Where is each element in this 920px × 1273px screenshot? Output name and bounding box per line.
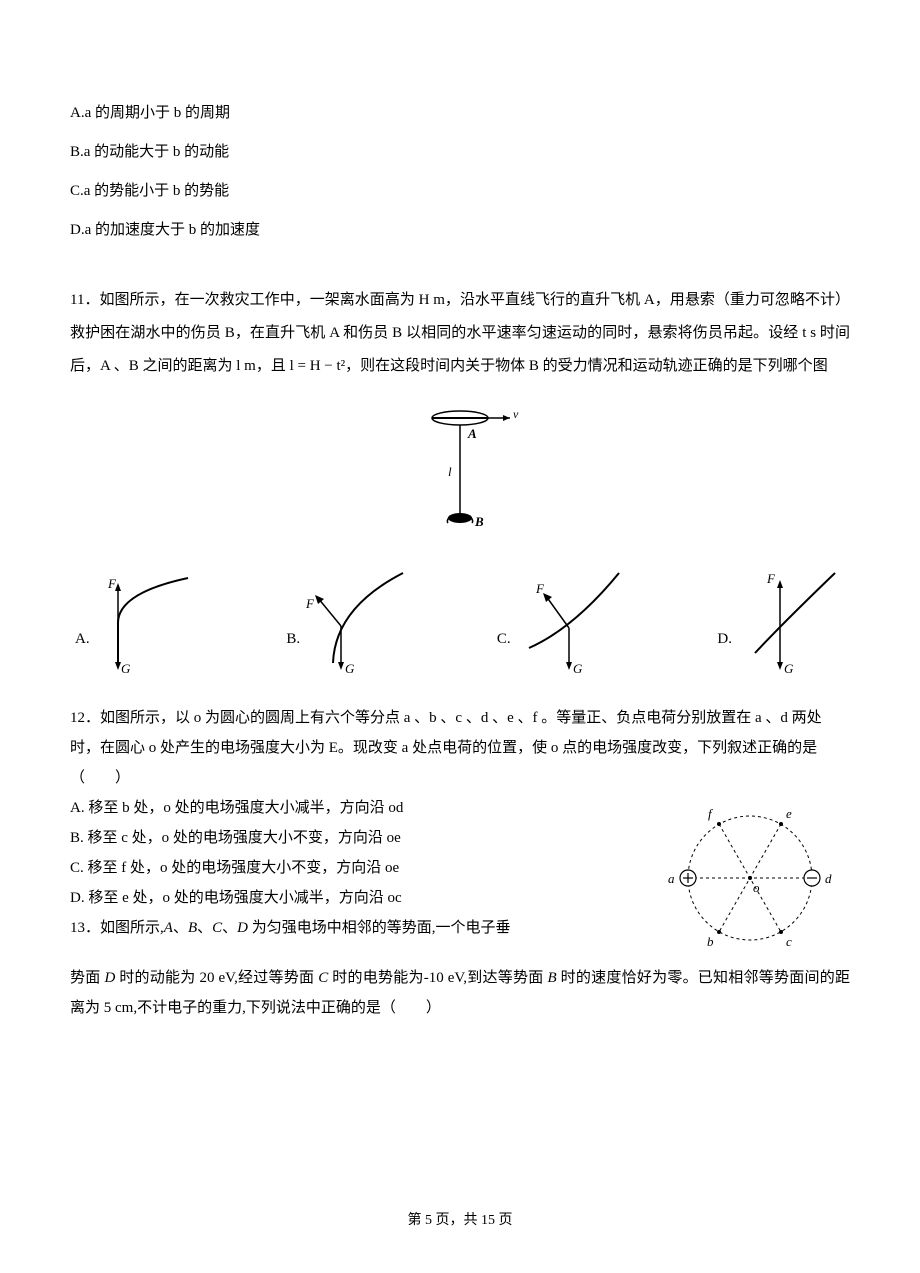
q11-option-b-cell: B. F G — [286, 568, 413, 678]
q11-opt-b-label: B. — [286, 626, 300, 678]
f-label: F — [305, 596, 315, 611]
c-label: c — [786, 934, 792, 949]
q10-option-d: D.a 的加速度大于 b 的加速度 — [70, 217, 850, 244]
q12-opt-b: B. 移至 c 处，o 处的电场强度大小不变，方向沿 oe — [70, 823, 630, 853]
q11-helicopter-figure: v A l B — [70, 398, 850, 548]
d-label: d — [825, 871, 832, 886]
heli-l-label: l — [448, 464, 452, 479]
g-label: G — [345, 661, 355, 676]
g-label: G — [784, 661, 794, 676]
v-label: v — [513, 407, 519, 421]
q12-opt-c: C. 移至 f 处，o 处的电场强度大小不变，方向沿 oe — [70, 853, 630, 883]
f-label: F — [107, 576, 117, 591]
q10-option-b: B.a 的动能大于 b 的动能 — [70, 139, 850, 166]
q11-options-row: A. F G B. F — [70, 568, 850, 678]
q10-option-c: C.a 的势能小于 b 的势能 — [70, 178, 850, 205]
q10-option-a: A.a 的周期小于 b 的周期 — [70, 100, 850, 127]
q12-circle-svg: o a d f e b c — [650, 793, 850, 963]
q11-opt-b-svg: F G — [303, 568, 413, 678]
q11-opt-a-label: A. — [75, 626, 90, 678]
q12-text: 12．如图所示，以 o 为圆心的圆周上有六个等分点 a 、b 、c 、d 、e … — [70, 703, 850, 793]
q11-option-d-cell: D. F G — [717, 568, 845, 678]
q11-text: 11．如图所示，在一次救灾工作中，一架离水面高为 H m，沿水平直线飞行的直升飞… — [70, 284, 850, 383]
q11-option-c-cell: C. F G — [497, 568, 634, 678]
q12-left: A. 移至 b 处，o 处的电场强度大小减半，方向沿 od B. 移至 c 处，… — [70, 793, 630, 963]
q12-opt-a: A. 移至 b 处，o 处的电场强度大小减半，方向沿 od — [70, 793, 630, 823]
helicopter-svg: v A l B — [390, 398, 530, 538]
page-footer: 第 5 页，共 15 页 — [0, 1208, 920, 1233]
heli-a-label: A — [467, 426, 477, 441]
q11-opt-c-label: C. — [497, 626, 511, 678]
q11-opt-d-svg: F G — [735, 568, 845, 678]
q12-diagram: o a d f e b c — [650, 793, 850, 963]
q12-body: A. 移至 b 处，o 处的电场强度大小减半，方向沿 od B. 移至 c 处，… — [70, 793, 850, 963]
q11-opt-c-svg: F G — [514, 568, 634, 678]
f-label: F — [766, 571, 776, 586]
q12-opt-d: D. 移至 e 处，o 处的电场强度大小减半，方向沿 oc — [70, 883, 630, 913]
q11-opt-d-label: D. — [717, 626, 732, 678]
q11-option-a-cell: A. F G — [75, 568, 203, 678]
q13-text-part1: 13．如图所示,A、B、C、D 为匀强电场中相邻的等势面,一个电子垂 — [70, 913, 630, 943]
o-label: o — [753, 880, 760, 895]
q11-block: 11．如图所示，在一次救灾工作中，一架离水面高为 H m，沿水平直线飞行的直升飞… — [70, 284, 850, 678]
q10-options: A.a 的周期小于 b 的周期 B.a 的动能大于 b 的动能 C.a 的势能小… — [70, 100, 850, 244]
q13-text-part2: 势面 D 时的动能为 20 eV,经过等势面 C 时的电势能为-10 eV,到达… — [70, 963, 850, 1023]
q11-opt-a-svg: F G — [93, 568, 203, 678]
a-label: a — [668, 871, 675, 886]
b-label: b — [707, 934, 714, 949]
g-label: G — [121, 661, 131, 676]
q12-options: A. 移至 b 处，o 处的电场强度大小减半，方向沿 od B. 移至 c 处，… — [70, 793, 630, 913]
f-label: f — [708, 806, 714, 821]
g-label: G — [573, 661, 583, 676]
heli-b-label: B — [474, 514, 484, 529]
e-label: e — [786, 806, 792, 821]
